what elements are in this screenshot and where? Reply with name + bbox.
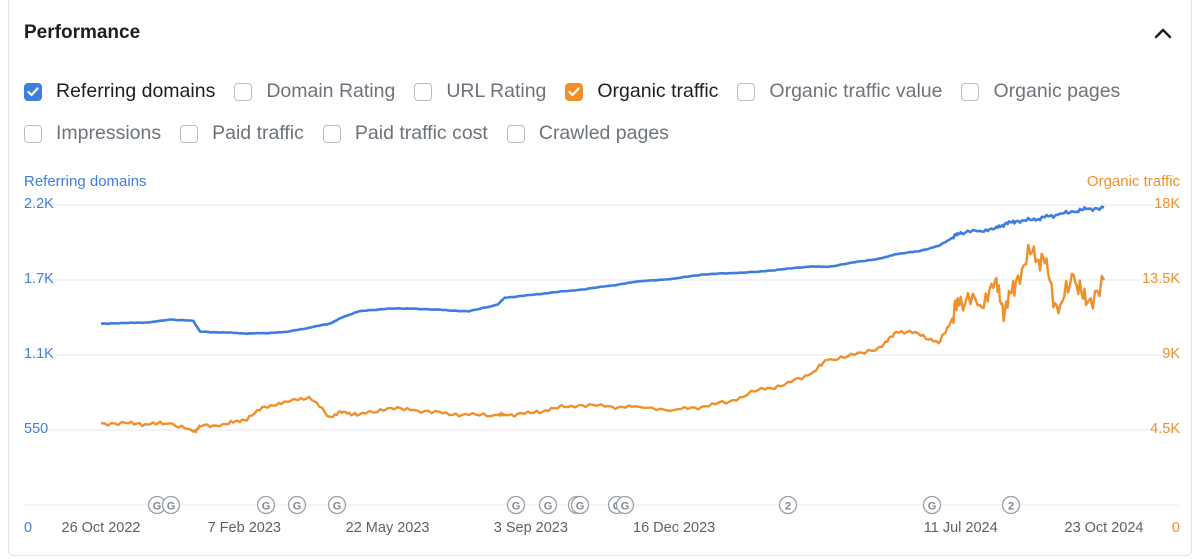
annotation-marker-icon	[506, 495, 526, 515]
toggle-label: Impressions	[56, 122, 162, 144]
checkbox-checked-icon[interactable]	[565, 82, 584, 101]
checkbox-icon[interactable]	[506, 124, 525, 143]
annotation-marker-icon	[256, 495, 276, 515]
toggle-label: Crawled pages	[538, 122, 669, 144]
toggle-crawled-pages[interactable]: Crawled pages	[506, 122, 669, 145]
left-tick-label: 1.1K	[24, 346, 54, 362]
x-tick-label: 7 Feb 2023	[208, 520, 281, 536]
toggle-label: Paid traffic cost	[354, 122, 488, 144]
checkbox-checked-icon[interactable]	[24, 82, 42, 101]
toggle-impressions[interactable]: Impressions	[24, 122, 161, 145]
annotation-marker-icon	[922, 495, 942, 515]
annotation-marker-icon	[1001, 495, 1021, 515]
toggle-label: Organic pages	[993, 80, 1121, 102]
right-axis-title: Organic traffic	[1086, 173, 1180, 190]
toggle-domain-rating[interactable]: Domain Rating	[234, 80, 395, 103]
toggle-organic-pages[interactable]: Organic pages	[961, 80, 1120, 103]
annotation-marker-label: G	[544, 501, 553, 513]
series-line-organic-traffic	[101, 243, 1106, 434]
collapse-button[interactable]	[1150, 20, 1176, 46]
metric-toggles-row-1: Referring domains Domain Rating URL Rati…	[24, 80, 1139, 103]
left-tick-label: 550	[24, 421, 48, 437]
checkbox-icon[interactable]	[234, 82, 253, 101]
toggle-paid-traffic[interactable]: Paid traffic	[180, 122, 304, 145]
annotation-marker-label: G	[293, 501, 302, 513]
x-tick-label: 3 Sep 2023	[494, 520, 568, 536]
checkbox-icon[interactable]	[322, 124, 341, 143]
right-tick-label: 9K	[1162, 346, 1180, 362]
annotation-marker-icon	[615, 495, 635, 515]
checkbox-icon[interactable]	[24, 124, 42, 143]
x-tick-label: 11 Jul 2024	[924, 520, 998, 536]
annotation-marker-icon	[327, 495, 347, 515]
toggle-organic-traffic[interactable]: Organic traffic	[565, 80, 718, 103]
annotation-marker-label: 2	[1008, 501, 1014, 513]
checkbox-icon[interactable]	[414, 82, 433, 101]
annotation-marker-icon	[778, 495, 798, 515]
toggle-organic-traffic-value[interactable]: Organic traffic value	[737, 80, 942, 103]
annotation-marker-icon	[161, 495, 181, 515]
toggle-label: URL Rating	[446, 80, 547, 102]
checkbox-icon[interactable]	[180, 124, 199, 143]
toggle-url-rating[interactable]: URL Rating	[414, 80, 546, 103]
annotation-marker-icon	[570, 495, 590, 515]
toggle-referring-domains[interactable]: Referring domains	[24, 80, 215, 103]
x-tick-label: 22 May 2023	[346, 520, 430, 536]
right-tick-label: 0	[1172, 520, 1180, 536]
left-axis-title: Referring domains	[24, 173, 147, 190]
checkbox-icon[interactable]	[737, 82, 756, 101]
annotation-marker-label: G	[621, 501, 630, 513]
annotation-marker-label: G	[153, 501, 162, 513]
annotation-marker-icon	[538, 495, 558, 515]
annotation-marker-label: G	[333, 501, 342, 513]
left-tick-label: 0	[24, 520, 32, 536]
annotation-marker-label: G	[512, 501, 521, 513]
toggle-label: Paid traffic	[212, 122, 304, 144]
page-title: Performance	[24, 22, 141, 43]
annotation-marker-label: G	[167, 501, 176, 513]
toggle-label: Organic traffic	[597, 80, 719, 102]
metric-toggles-row-2: Impressions Paid traffic Paid traffic co…	[24, 122, 688, 145]
left-tick-label: 2.2K	[24, 196, 54, 212]
annotation-marker-label: G	[576, 501, 585, 513]
series-line-referring-domains	[100, 205, 1105, 336]
toggle-label: Referring domains	[56, 80, 216, 102]
annotation-marker-label: G	[262, 501, 271, 513]
toggle-paid-traffic-cost[interactable]: Paid traffic cost	[322, 122, 488, 145]
left-tick-label: 1.7K	[24, 271, 54, 287]
annotation-marker-label: G	[928, 501, 937, 513]
x-tick-label: 23 Oct 2024	[1065, 520, 1144, 536]
right-tick-label: 18K	[1154, 196, 1180, 212]
annotation-marker-label: 2	[785, 501, 791, 513]
x-tick-label: 16 Dec 2023	[633, 520, 715, 536]
annotation-marker-icon	[287, 495, 307, 515]
toggle-label: Domain Rating	[266, 80, 396, 102]
right-tick-label: 13.5K	[1142, 271, 1180, 287]
right-tick-label: 4.5K	[1150, 421, 1180, 437]
toggle-label: Organic traffic value	[769, 80, 943, 102]
chevron-up-icon	[1154, 28, 1172, 39]
x-tick-label: 26 Oct 2022	[62, 520, 141, 536]
performance-panel	[8, 0, 1192, 556]
checkbox-icon[interactable]	[961, 82, 980, 101]
